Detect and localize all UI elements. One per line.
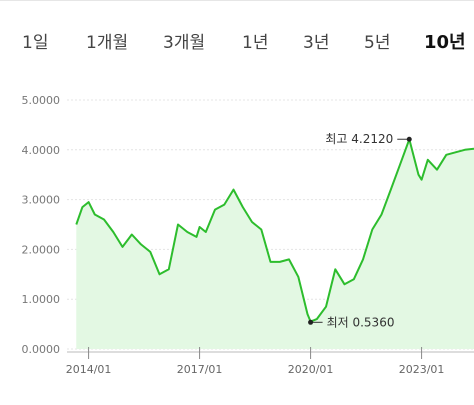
x-tick-label: 2020/01 [288, 363, 334, 376]
low-marker [308, 319, 314, 325]
tab-3년[interactable]: 3년 [303, 33, 330, 53]
high-annotation: 최고 4.2120 [325, 132, 393, 146]
price-line [75, 138, 474, 323]
top-divider [0, 0, 474, 1]
y-tick-label: 4.0000 [22, 144, 61, 157]
x-tick-label: 2014/01 [66, 363, 112, 376]
x-tick-label: 2023/01 [399, 363, 445, 376]
tab-1년[interactable]: 1년 [242, 33, 269, 53]
tab-1일[interactable]: 1일 [22, 33, 49, 53]
x-tick-label: 2017/01 [177, 363, 223, 376]
y-tick-label: 5.0000 [22, 94, 61, 107]
tab-5년[interactable]: 5년 [364, 33, 391, 53]
y-tick-label: 0.0000 [22, 343, 61, 356]
tab-10년[interactable]: 10년 [424, 32, 466, 53]
tab-3개월[interactable]: 3개월 [163, 33, 206, 53]
high-marker [406, 136, 412, 142]
y-tick-label: 3.0000 [22, 194, 61, 207]
price-area [76, 139, 474, 349]
low-annotation: 최저 0.5360 [327, 315, 395, 329]
y-tick-label: 2.0000 [22, 243, 61, 256]
tab-1개월[interactable]: 1개월 [86, 33, 129, 53]
y-tick-label: 1.0000 [22, 293, 61, 306]
period-tabs: 1일 1개월 3개월 1년 3년 5년 10년 [0, 22, 474, 58]
